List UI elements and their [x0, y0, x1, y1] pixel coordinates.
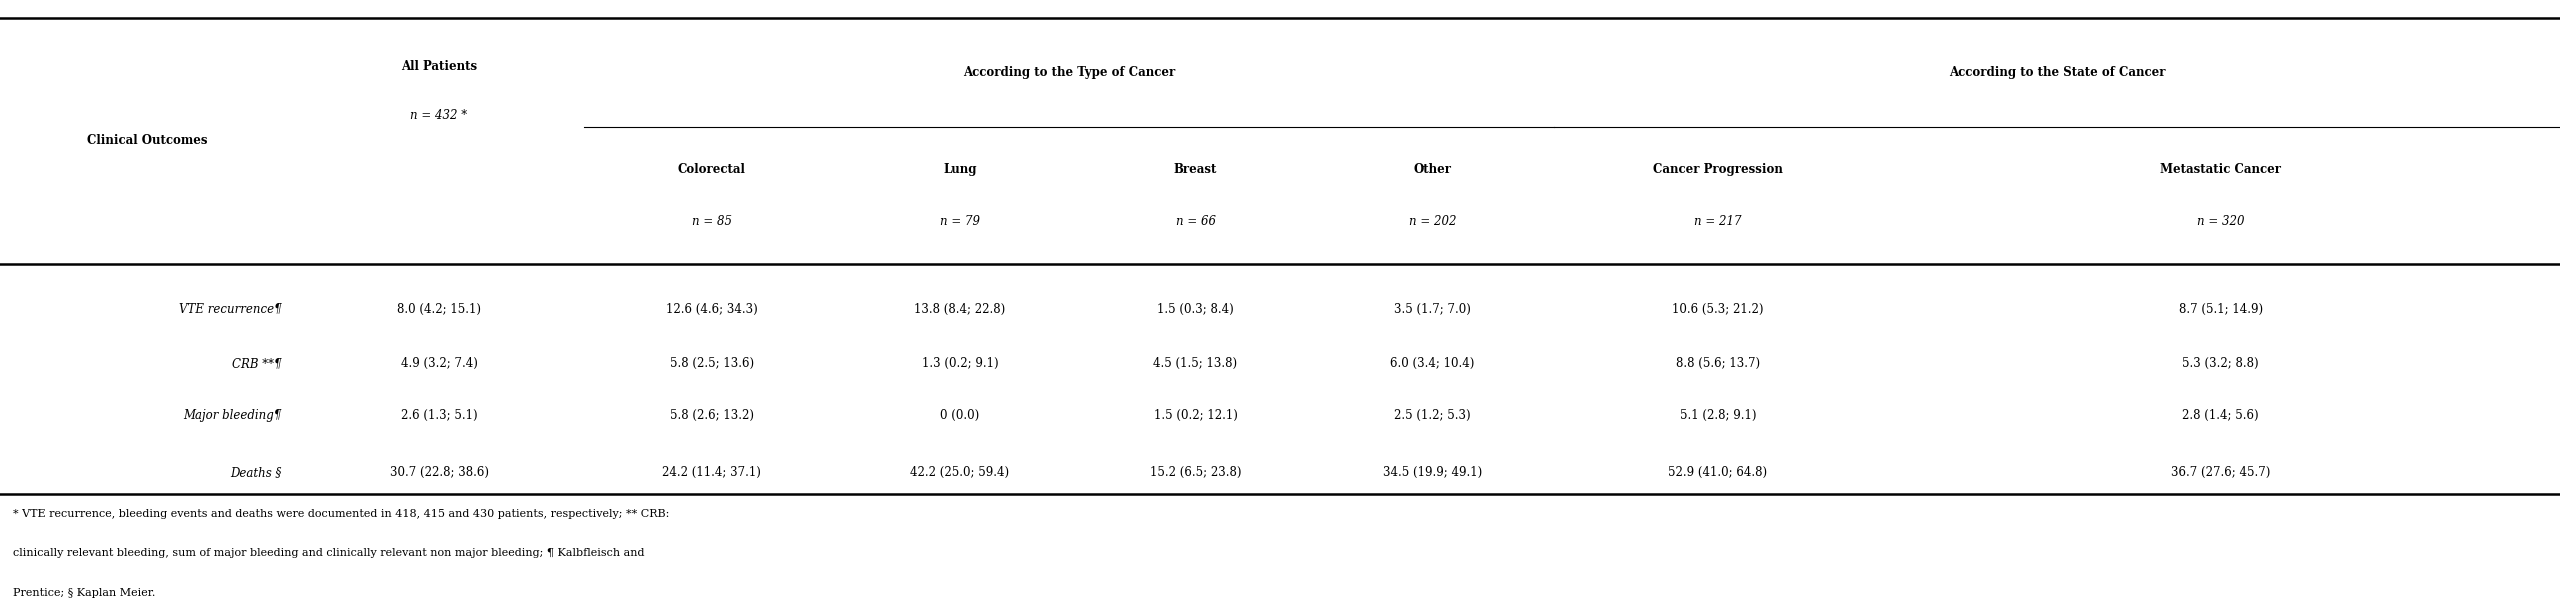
Text: According to the Type of Cancer: According to the Type of Cancer — [963, 66, 1175, 79]
Text: 1.5 (0.2; 12.1): 1.5 (0.2; 12.1) — [1155, 408, 1236, 422]
Text: n = 202: n = 202 — [1408, 215, 1457, 228]
Text: 12.6 (4.6; 34.3): 12.6 (4.6; 34.3) — [666, 302, 758, 316]
Text: Breast: Breast — [1175, 163, 1216, 176]
Text: All Patients: All Patients — [402, 60, 476, 73]
Text: Major bleeding¶: Major bleeding¶ — [184, 408, 282, 422]
Text: Clinical Outcomes: Clinical Outcomes — [87, 135, 207, 147]
Text: 8.8 (5.6; 13.7): 8.8 (5.6; 13.7) — [1677, 357, 1759, 370]
Text: Other: Other — [1413, 163, 1452, 176]
Text: VTE recurrence¶: VTE recurrence¶ — [179, 302, 282, 316]
Text: Colorectal: Colorectal — [678, 163, 745, 176]
Text: 4.9 (3.2; 7.4): 4.9 (3.2; 7.4) — [399, 357, 479, 370]
Text: Lung: Lung — [942, 163, 978, 176]
Text: * VTE recurrence, bleeding events and deaths were documented in 418, 415 and 430: * VTE recurrence, bleeding events and de… — [13, 509, 668, 519]
Text: 15.2 (6.5; 23.8): 15.2 (6.5; 23.8) — [1149, 466, 1242, 479]
Text: 2.8 (1.4; 5.6): 2.8 (1.4; 5.6) — [2184, 408, 2258, 422]
Text: n = 85: n = 85 — [691, 215, 732, 228]
Text: 13.8 (8.4; 22.8): 13.8 (8.4; 22.8) — [914, 302, 1006, 316]
Text: Prentice; § Kaplan Meier.: Prentice; § Kaplan Meier. — [13, 588, 156, 598]
Text: 1.5 (0.3; 8.4): 1.5 (0.3; 8.4) — [1157, 302, 1234, 316]
Text: n = 320: n = 320 — [2196, 215, 2245, 228]
Text: 2.6 (1.3; 5.1): 2.6 (1.3; 5.1) — [402, 408, 476, 422]
Text: n = 66: n = 66 — [1175, 215, 1216, 228]
Text: 0 (0.0): 0 (0.0) — [940, 408, 980, 422]
Text: 5.8 (2.6; 13.2): 5.8 (2.6; 13.2) — [671, 408, 753, 422]
Text: 5.8 (2.5; 13.6): 5.8 (2.5; 13.6) — [671, 357, 753, 370]
Text: 8.0 (4.2; 15.1): 8.0 (4.2; 15.1) — [397, 302, 481, 316]
Text: Cancer Progression: Cancer Progression — [1654, 163, 1782, 176]
Text: 2.5 (1.2; 5.3): 2.5 (1.2; 5.3) — [1395, 408, 1469, 422]
Text: 5.3 (3.2; 8.8): 5.3 (3.2; 8.8) — [2184, 357, 2258, 370]
Text: 42.2 (25.0; 59.4): 42.2 (25.0; 59.4) — [911, 466, 1009, 479]
Text: 52.9 (41.0; 64.8): 52.9 (41.0; 64.8) — [1669, 466, 1766, 479]
Text: 6.0 (3.4; 10.4): 6.0 (3.4; 10.4) — [1390, 357, 1475, 370]
Text: 36.7 (27.6; 45.7): 36.7 (27.6; 45.7) — [2171, 466, 2271, 479]
Text: n = 217: n = 217 — [1695, 215, 1741, 228]
Text: n = 432 *: n = 432 * — [410, 108, 468, 122]
Text: According to the State of Cancer: According to the State of Cancer — [1948, 66, 2166, 79]
Text: 10.6 (5.3; 21.2): 10.6 (5.3; 21.2) — [1672, 302, 1764, 316]
Text: clinically relevant bleeding, sum of major bleeding and clinically relevant non : clinically relevant bleeding, sum of maj… — [13, 548, 645, 559]
Text: 4.5 (1.5; 13.8): 4.5 (1.5; 13.8) — [1155, 357, 1236, 370]
Text: 24.2 (11.4; 37.1): 24.2 (11.4; 37.1) — [663, 466, 760, 479]
Text: 3.5 (1.7; 7.0): 3.5 (1.7; 7.0) — [1393, 302, 1472, 316]
Text: n = 79: n = 79 — [940, 215, 980, 228]
Text: Deaths §: Deaths § — [230, 466, 282, 479]
Text: Metastatic Cancer: Metastatic Cancer — [2161, 163, 2281, 176]
Text: CRB **¶: CRB **¶ — [233, 357, 282, 370]
Text: 1.3 (0.2; 9.1): 1.3 (0.2; 9.1) — [922, 357, 998, 370]
Text: 34.5 (19.9; 49.1): 34.5 (19.9; 49.1) — [1382, 466, 1482, 479]
Text: 30.7 (22.8; 38.6): 30.7 (22.8; 38.6) — [389, 466, 489, 479]
Text: 5.1 (2.8; 9.1): 5.1 (2.8; 9.1) — [1679, 408, 1756, 422]
Text: 8.7 (5.1; 14.9): 8.7 (5.1; 14.9) — [2179, 302, 2263, 316]
